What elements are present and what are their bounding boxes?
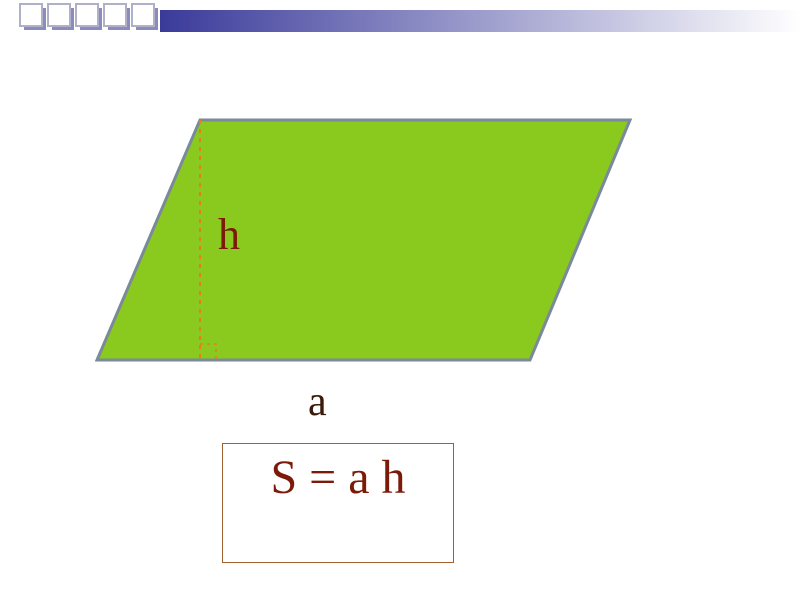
slide-root: h a S = a h (0, 0, 800, 600)
height-label: h (218, 209, 240, 260)
formula-box: S = a h (222, 443, 454, 563)
area-formula: S = a h (270, 450, 405, 505)
base-label: a (308, 378, 327, 426)
